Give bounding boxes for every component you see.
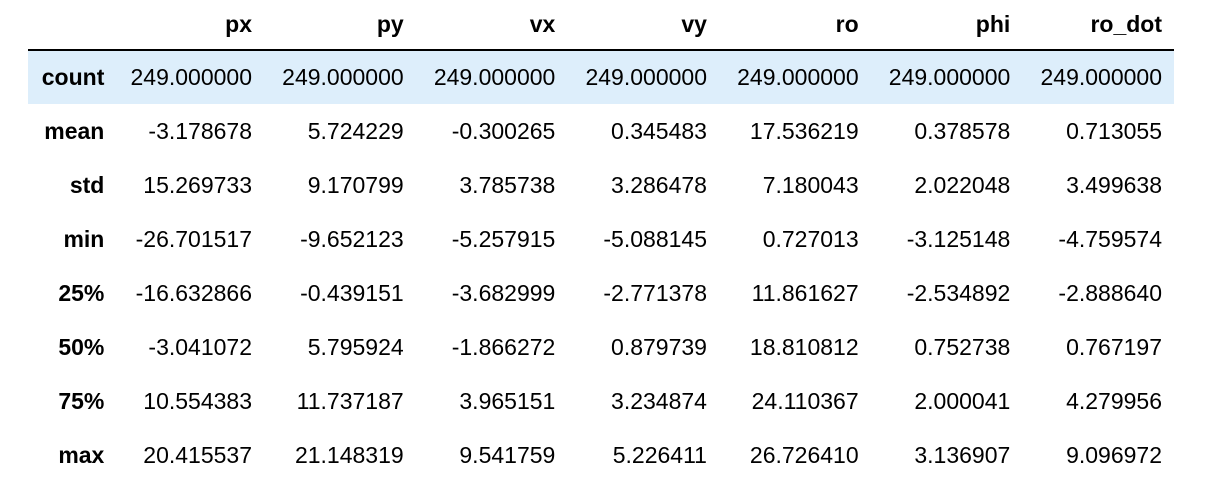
column-header-py: py xyxy=(264,0,416,51)
row-label: std xyxy=(69,171,105,198)
table-cell: 0.345483 xyxy=(611,117,707,144)
row-label: min xyxy=(63,225,105,252)
table-cell: -4.759574 xyxy=(1058,225,1162,252)
table-cell: 2.022048 xyxy=(914,171,1011,198)
table-cell: -0.439151 xyxy=(300,279,404,306)
table-cell: 0.713055 xyxy=(1066,117,1162,144)
column-header-px: px xyxy=(112,0,265,51)
table-cell: -26.701517 xyxy=(135,225,253,252)
table-cell: 3.234874 xyxy=(611,387,707,414)
table-cell: 20.415537 xyxy=(143,441,253,468)
dataframe-output: px py vx vy ro phi ro_dot count 249.0000… xyxy=(28,0,1174,482)
table-row-mean: mean -3.178678 5.724229 -0.300265 0.3454… xyxy=(28,104,1174,158)
column-header-vy: vy xyxy=(567,0,719,51)
table-row-count: count 249.000000 249.000000 249.000000 2… xyxy=(28,50,1174,104)
table-cell: 18.810812 xyxy=(749,333,859,360)
table-row-std: std 15.269733 9.170799 3.785738 3.286478… xyxy=(28,158,1174,212)
table-cell: 249.000000 xyxy=(282,64,404,90)
table-cell: 3.136907 xyxy=(914,441,1011,468)
table-cell: 3.286478 xyxy=(611,171,707,198)
header-row: px py vx vy ro phi ro_dot xyxy=(28,0,1174,51)
table-cell: 0.879739 xyxy=(611,333,707,360)
row-label: 75% xyxy=(58,387,105,414)
table-row-50pct: 50% -3.041072 5.795924 -1.866272 0.87973… xyxy=(28,320,1174,374)
table-cell: 7.180043 xyxy=(762,171,859,198)
table-cell: 5.724229 xyxy=(307,117,404,144)
column-header-vx: vx xyxy=(415,0,568,51)
table-cell: 9.170799 xyxy=(307,171,404,198)
table-cell: -2.534892 xyxy=(906,279,1011,306)
row-label: 25% xyxy=(58,279,105,306)
table-cell: 0.727013 xyxy=(762,225,859,252)
table-cell: 4.279956 xyxy=(1066,387,1162,414)
table-cell: 5.226411 xyxy=(612,441,707,468)
table-cell: 17.536219 xyxy=(749,117,859,144)
table-cell: 15.269733 xyxy=(143,171,253,198)
table-cell: -2.771378 xyxy=(603,279,707,306)
table-cell: 9.096972 xyxy=(1066,441,1162,468)
table-cell: 26.726410 xyxy=(749,441,859,468)
table-row-75pct: 75% 10.554383 11.737187 3.965151 3.23487… xyxy=(28,374,1174,428)
table-cell: -5.088145 xyxy=(603,225,707,252)
table-row-max: max 20.415537 21.148319 9.541759 5.22641… xyxy=(28,428,1174,482)
table-cell: 24.110367 xyxy=(751,387,859,414)
table-cell: 0.767197 xyxy=(1066,333,1162,360)
row-label: max xyxy=(58,441,105,468)
table-cell: 5.795924 xyxy=(307,333,404,360)
table-cell: -3.041072 xyxy=(148,333,253,360)
column-header-ro-dot: ro_dot xyxy=(1022,0,1174,51)
table-cell: 11.737187 xyxy=(296,387,404,414)
column-header-ro: ro xyxy=(718,0,871,51)
table-cell: 21.148319 xyxy=(294,441,404,468)
table-cell: -2.888640 xyxy=(1058,279,1162,306)
table-cell: 9.541759 xyxy=(459,441,556,468)
table-row-25pct: 25% -16.632866 -0.439151 -3.682999 -2.77… xyxy=(28,266,1174,320)
table-cell: 0.378578 xyxy=(914,117,1011,144)
table-cell: -3.125148 xyxy=(906,225,1011,252)
table-cell: -1.866272 xyxy=(451,333,556,360)
table-row-min: min -26.701517 -9.652123 -5.257915 -5.08… xyxy=(28,212,1174,266)
row-label: count xyxy=(41,64,105,90)
column-header-phi: phi xyxy=(870,0,1023,51)
table-cell: 249.000000 xyxy=(433,64,556,90)
table-cell: 11.861627 xyxy=(751,279,859,306)
row-label: 50% xyxy=(58,333,105,360)
describe-table: px py vx vy ro phi ro_dot count 249.0000… xyxy=(28,0,1174,482)
row-label: mean xyxy=(44,117,105,144)
table-cell: -0.300265 xyxy=(451,117,556,144)
table-cell: 249.000000 xyxy=(130,64,253,90)
table-cell: 249.000000 xyxy=(888,64,1011,90)
index-header xyxy=(28,0,113,51)
table-cell: -9.652123 xyxy=(300,225,404,252)
table-cell: 249.000000 xyxy=(1040,64,1162,90)
table-cell: -16.632866 xyxy=(135,279,253,306)
table-cell: 3.965151 xyxy=(459,387,556,414)
table-cell: 10.554383 xyxy=(143,387,253,414)
table-cell: 0.752738 xyxy=(914,333,1011,360)
table-cell: -5.257915 xyxy=(451,225,556,252)
table-cell: 3.785738 xyxy=(459,171,556,198)
table-cell: -3.682999 xyxy=(451,279,556,306)
table-cell: 249.000000 xyxy=(585,64,707,90)
table-cell: -3.178678 xyxy=(148,117,253,144)
table-cell: 2.000041 xyxy=(914,387,1011,414)
table-cell: 3.499638 xyxy=(1066,171,1162,198)
table-cell: 249.000000 xyxy=(737,64,859,90)
